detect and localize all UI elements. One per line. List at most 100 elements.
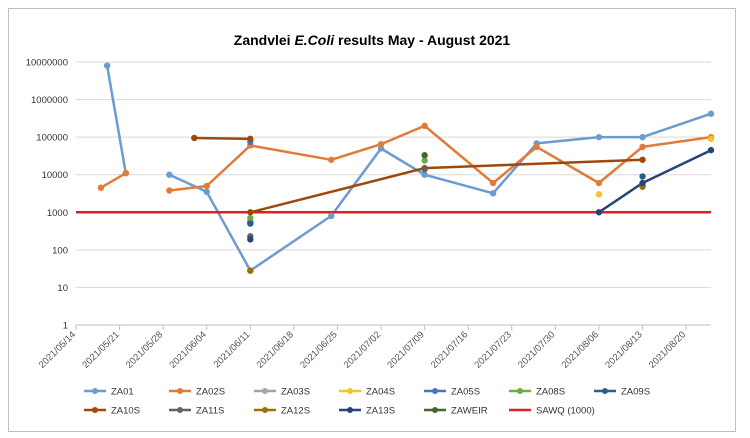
x-tick-label: 2021/08/20	[647, 329, 688, 370]
data-point	[489, 190, 497, 197]
legend-swatch-marker	[347, 388, 353, 394]
data-point	[639, 143, 646, 151]
legend-entry: ZA12S	[281, 406, 310, 417]
data-point	[166, 171, 173, 178]
data-point	[707, 110, 715, 117]
legend-swatch-marker	[262, 388, 268, 394]
x-tick-label: 2021/05/28	[124, 329, 165, 370]
x-tick-label: 2021/06/25	[298, 329, 339, 370]
data-point	[707, 146, 715, 154]
legend-entry: ZA08S	[536, 387, 565, 398]
x-tick-label: 2021/07/09	[385, 329, 426, 370]
data-point	[247, 267, 254, 274]
data-point	[203, 182, 210, 190]
y-tick-label: 100	[52, 245, 68, 256]
gridlines	[76, 61, 711, 326]
y-tick-label: 1000000	[31, 95, 68, 106]
x-axis: 2021/05/14 2021/05/21 2021/05/28 2021/06/04…	[37, 325, 688, 371]
data-point	[247, 236, 254, 243]
legend-entry: ZA11S	[196, 406, 224, 417]
data-point	[247, 220, 254, 227]
data-point	[421, 171, 428, 178]
data-point	[595, 179, 603, 187]
y-axis: 1 10 100 1000 10000 100000 1000000 10000000	[26, 58, 68, 332]
y-tick-label: 1000	[47, 208, 68, 219]
legend-entry: ZA03S	[281, 387, 310, 398]
x-tick-label: 2021/06/11	[212, 329, 253, 370]
data-point	[707, 135, 715, 143]
legend-entry: ZA09S	[621, 387, 650, 398]
legend-entry: ZA13S	[366, 406, 395, 417]
data-point	[377, 140, 385, 148]
title-part-3: results May - August 2021	[334, 32, 510, 48]
x-tick-label: 2021/05/14	[37, 329, 78, 370]
x-tick-label: 2021/07/30	[516, 329, 557, 370]
data-point	[191, 134, 198, 142]
x-tick-label: 2021/08/13	[603, 329, 644, 370]
data-point	[421, 122, 428, 130]
data-point	[247, 214, 254, 222]
x-tick-label: 2021/06/18	[255, 329, 296, 370]
y-tick-label: 10000	[42, 170, 68, 181]
data-point	[328, 156, 335, 163]
y-tick-label: 1	[63, 321, 68, 332]
legend-entry: ZA01	[111, 387, 134, 398]
data-point	[639, 133, 646, 141]
data-point	[122, 169, 130, 177]
data-point	[203, 188, 210, 196]
legend-swatch-marker	[432, 388, 438, 394]
data-point	[639, 173, 646, 180]
x-tick-label: 2021/08/06	[560, 329, 601, 370]
y-tick-label: 10	[57, 283, 68, 294]
data-point	[595, 209, 603, 216]
x-tick-label: 2021/07/23	[473, 329, 514, 370]
data-point	[639, 156, 646, 163]
legend-swatch-marker	[602, 388, 608, 394]
y-tick-label: 10000000	[26, 58, 68, 69]
legend: ZA01 ZA02S ZA03S ZA04S ZA05S ZA08S ZA09S ZA10S Z…	[84, 387, 650, 417]
data-point	[166, 187, 173, 194]
chart-frame	[8, 8, 736, 432]
series-line	[249, 158, 643, 214]
legend-entry: ZAWEIR	[451, 406, 488, 417]
legend-entry: SAWQ (1000)	[536, 406, 595, 417]
data-point	[489, 179, 497, 187]
series-lines	[76, 65, 712, 272]
data-point	[595, 191, 603, 198]
series-line	[100, 172, 127, 189]
legend-swatch-marker	[262, 407, 268, 413]
legend-swatch-marker	[347, 407, 353, 413]
data-point	[328, 212, 335, 220]
x-tick-label: 2021/07/16	[429, 329, 470, 370]
legend-entry: ZA10S	[111, 406, 140, 417]
series-line	[105, 65, 128, 174]
legend-swatch-marker	[517, 388, 523, 394]
legend-swatch-marker	[177, 388, 183, 394]
series-line	[598, 149, 712, 214]
chart-title: Zandvlei E.Coli results May - August 202…	[234, 32, 511, 48]
legend-swatch-marker	[92, 388, 98, 394]
series-points	[97, 62, 715, 274]
data-point	[97, 184, 105, 191]
data-point	[421, 152, 428, 159]
x-tick-label: 2021/07/02	[342, 329, 383, 370]
legend-swatch-marker	[432, 407, 438, 413]
x-tick-label: 2021/06/04	[167, 329, 208, 370]
legend-entry: ZA04S	[366, 387, 395, 398]
data-point	[247, 209, 254, 216]
data-point	[103, 62, 111, 69]
title-part-1: Zandvlei	[234, 32, 295, 48]
data-point	[421, 166, 428, 173]
data-point	[595, 133, 603, 141]
legend-swatch-marker	[177, 407, 183, 413]
data-point	[639, 179, 646, 187]
x-tick-label: 2021/05/21	[80, 329, 121, 370]
data-point	[421, 157, 428, 164]
y-tick-label: 100000	[36, 133, 68, 144]
legend-entry: ZA02S	[196, 387, 225, 398]
series-line	[194, 136, 251, 141]
legend-entry: ZA05S	[451, 387, 480, 398]
legend-swatch-marker	[92, 407, 98, 413]
series-line	[169, 124, 712, 192]
